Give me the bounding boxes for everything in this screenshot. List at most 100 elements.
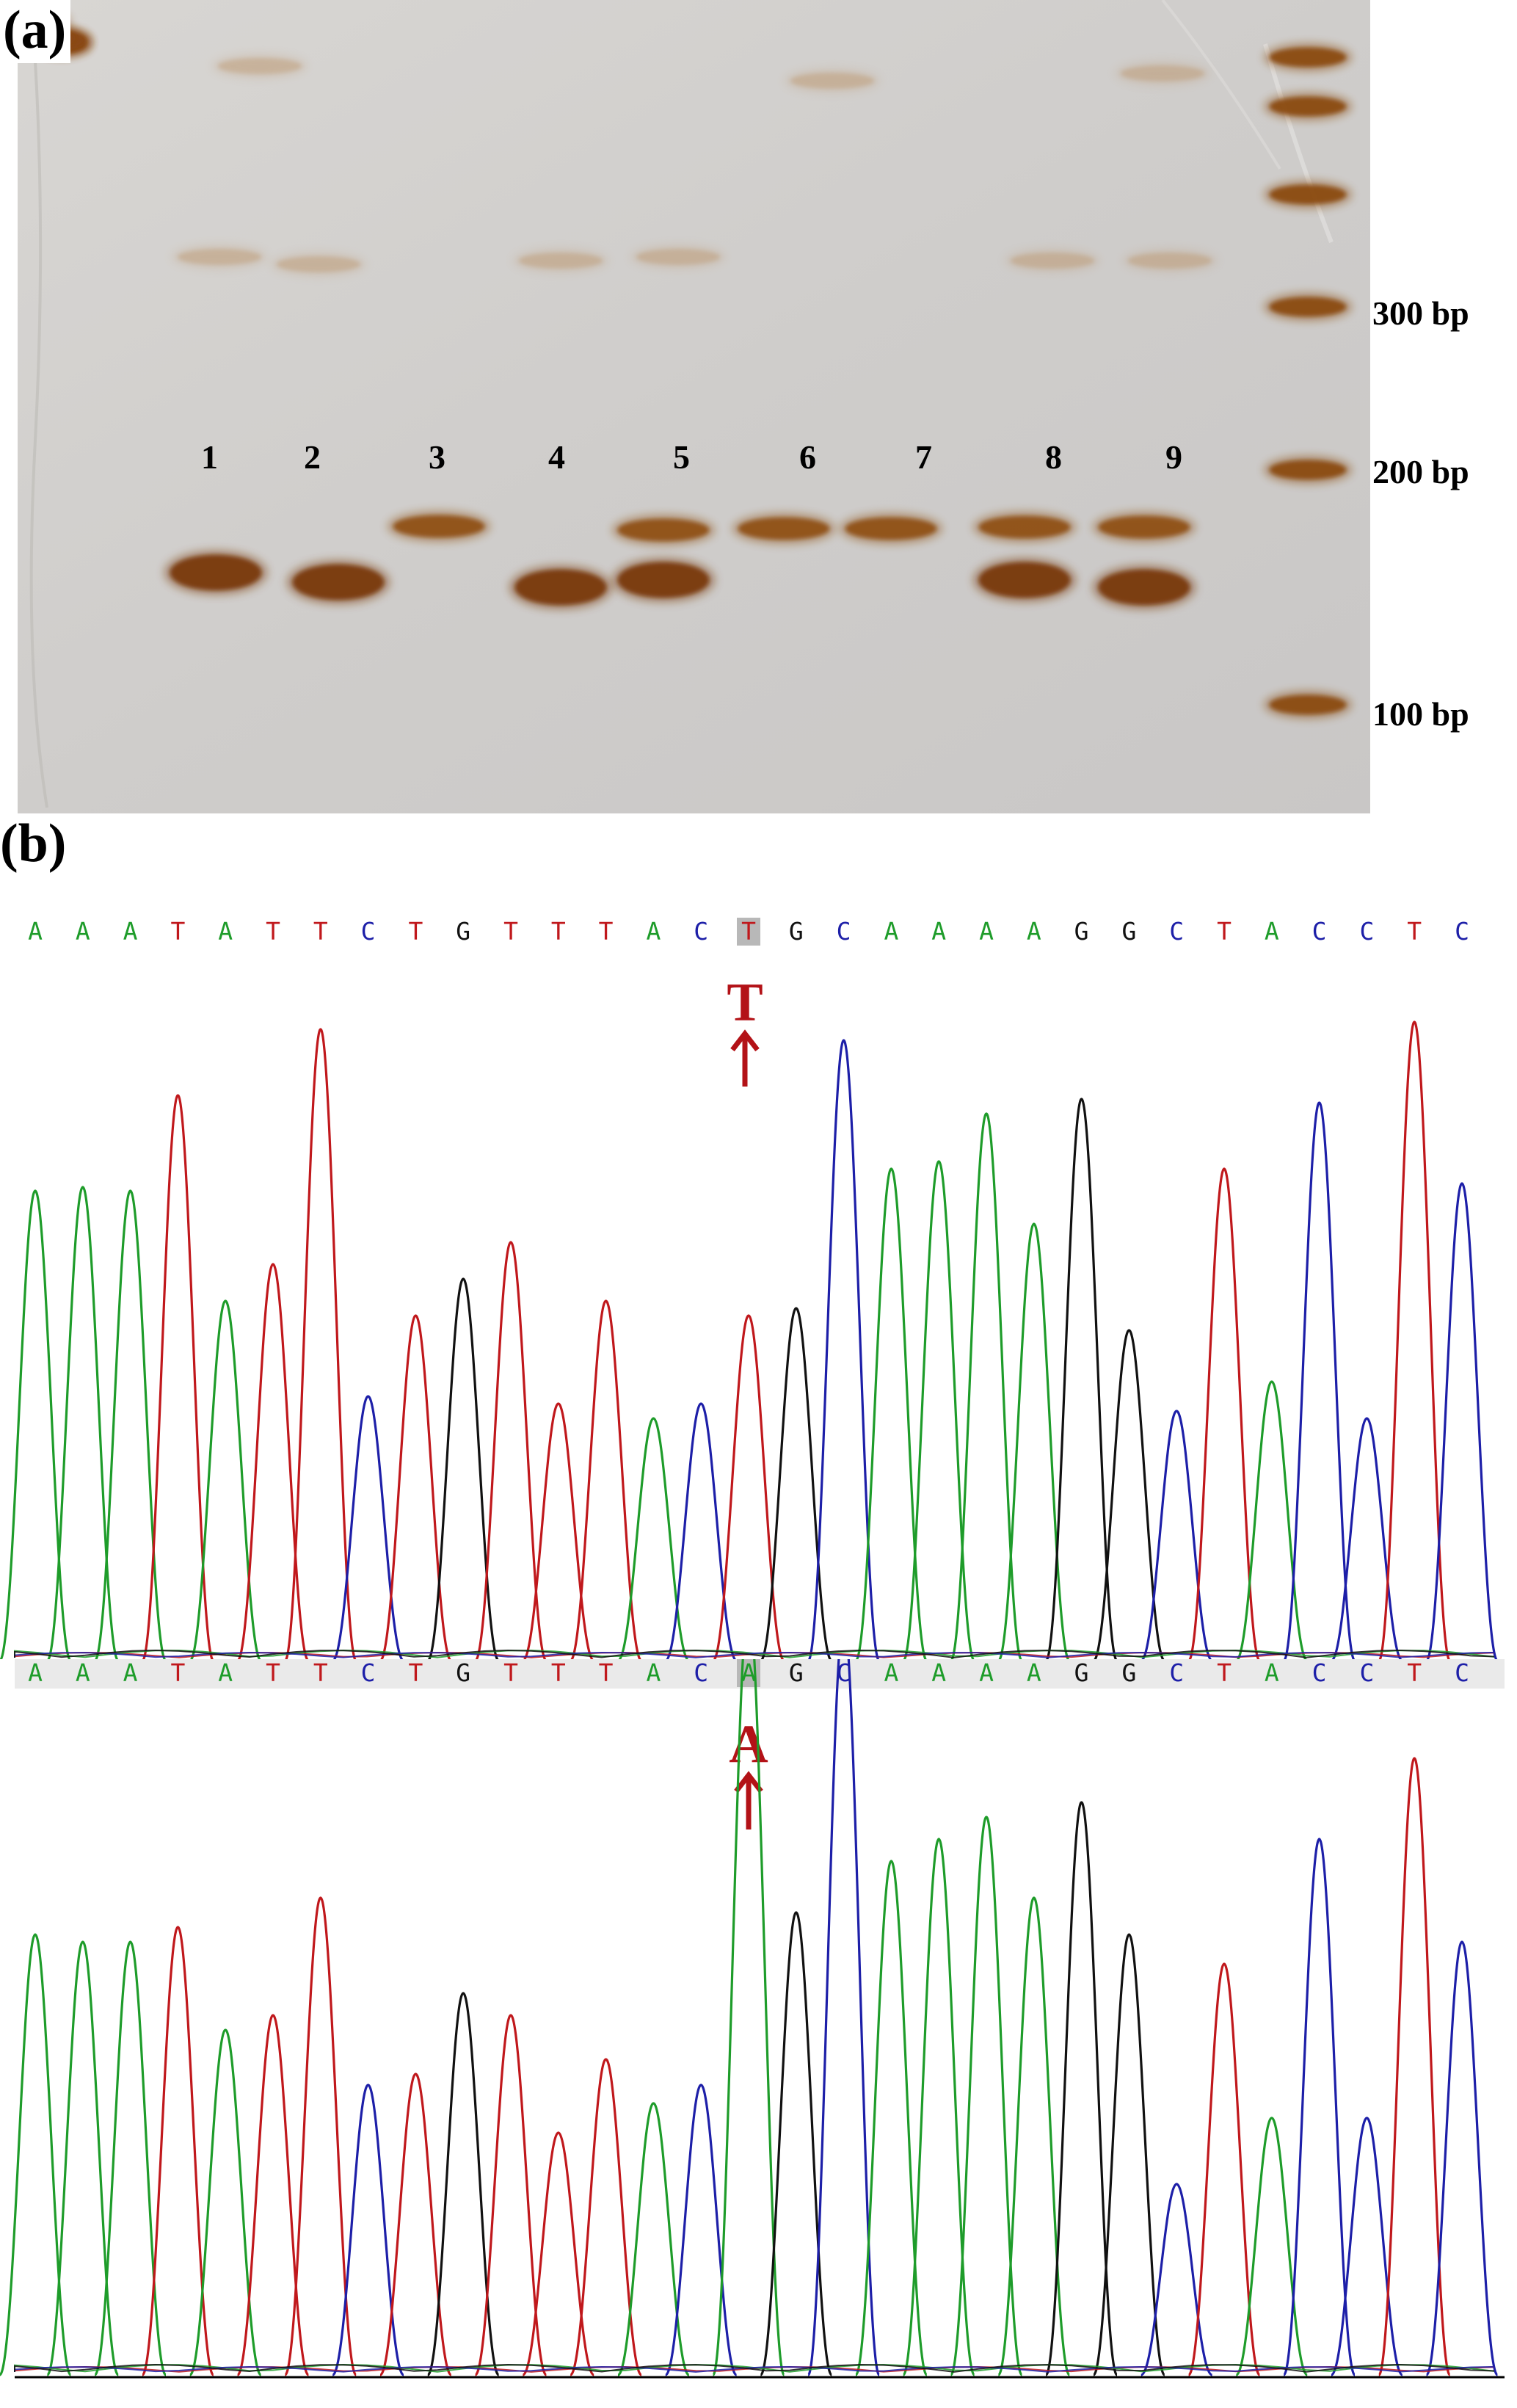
trace-peak [1140,1410,1214,1662]
base-call: C [361,917,376,946]
trace-peak [331,2084,405,2376]
trace-peak [1425,1940,1499,2376]
up-arrow-icon [734,1771,763,1829]
base-call: T [170,917,185,946]
base-call: A [76,917,90,946]
lane-number-label: 3 [429,438,445,476]
trace-peak [1282,1101,1356,1662]
marker-bottom: A [729,1714,768,1829]
trace-peak [997,1222,1071,1662]
ladder-band [1264,93,1352,120]
trace-peak [1378,1757,1452,2376]
base-call: A [979,917,994,946]
trace-peak [854,1167,928,1662]
trace-peak [141,1926,215,2376]
gel-bands [18,10,1352,719]
trace-peak [1425,1182,1499,1662]
trace-peak [283,1028,357,1662]
lane-number-label: 5 [673,438,690,476]
base-call: A [646,1659,661,1687]
lane-number-label: 6 [799,438,816,476]
trace-peak [1234,1380,1309,1662]
base-call: C [694,917,708,946]
sample-band [287,560,390,604]
lane-number-label: 9 [1165,438,1182,476]
trace-peak [379,1314,453,1662]
base-call: A [741,1659,756,1687]
base-call: A [123,1659,138,1687]
faint-band [513,248,608,273]
ladder-band [1264,181,1352,208]
lane-number-label: 7 [915,438,932,476]
base-call: G [456,1659,470,1687]
base-call: C [361,1659,376,1687]
base-call: A [28,917,43,946]
faint-band [785,68,880,93]
base-call: A [931,917,946,946]
base-call: T [266,1659,280,1687]
trace-peak [807,1617,881,2376]
trace-peak [807,1039,881,1662]
trace-peak [664,1402,738,1662]
base-call: C [1455,1659,1469,1687]
up-arrow-icon [730,1029,760,1087]
ladder-band [1264,456,1352,484]
base-call: T [551,1659,566,1687]
trace-peak [236,2014,310,2376]
trace-peak [331,1395,405,1662]
ladder-band [1264,293,1352,321]
bp-label-300: 300 bp [1372,294,1469,332]
base-call: A [884,917,898,946]
trace-peak [616,2102,691,2376]
base-call: A [28,1659,43,1687]
lane-number-label: 4 [548,438,565,476]
base-call: C [1312,1659,1327,1687]
sample-band [509,565,612,609]
base-call: A [218,917,233,946]
base-call: C [1359,1659,1374,1687]
trace-peak [1282,1838,1356,2376]
sample-band [732,513,835,544]
baseline-noise [14,2363,1495,2373]
trace-peak [379,2072,453,2376]
trace-peak [997,1896,1071,2376]
trace-peak [1234,2117,1309,2376]
trace-peak [283,1896,357,2376]
trace-peaks-top [0,1020,1499,1662]
trace-peak [474,2014,547,2376]
base-call: T [741,917,756,946]
base-call: T [408,917,423,946]
base-call: T [1407,1659,1422,1687]
base-call: T [1217,917,1232,946]
trace-peak [664,2084,738,2376]
marker-top: T [727,973,763,1087]
trace-peak [141,1094,215,1662]
base-call: T [503,917,518,946]
trace-peak [712,1314,785,1662]
bp-label-200: 200 bp [1372,453,1469,490]
base-call: T [503,1659,518,1687]
faint-band [172,244,267,269]
base-call: C [837,1659,851,1687]
base-call: T [170,1659,185,1687]
base-call: A [218,1659,233,1687]
trace-peak [521,2131,595,2376]
trace-peak [950,1112,1023,1662]
ladder-band [1264,691,1352,719]
baseline-noise [14,1649,1495,1658]
base-call: A [931,1659,946,1687]
base-call: T [599,917,614,946]
base-call: A [1027,1659,1041,1687]
trace-peak [189,2028,263,2376]
trace-peak [1187,1167,1261,1662]
panel-b-label: (b) [0,813,67,874]
base-call: C [1359,917,1374,946]
sample-band [1093,565,1196,609]
trace-peak [189,1299,263,1662]
lane-number-label: 8 [1045,438,1062,476]
trace-peak [759,1911,833,2376]
